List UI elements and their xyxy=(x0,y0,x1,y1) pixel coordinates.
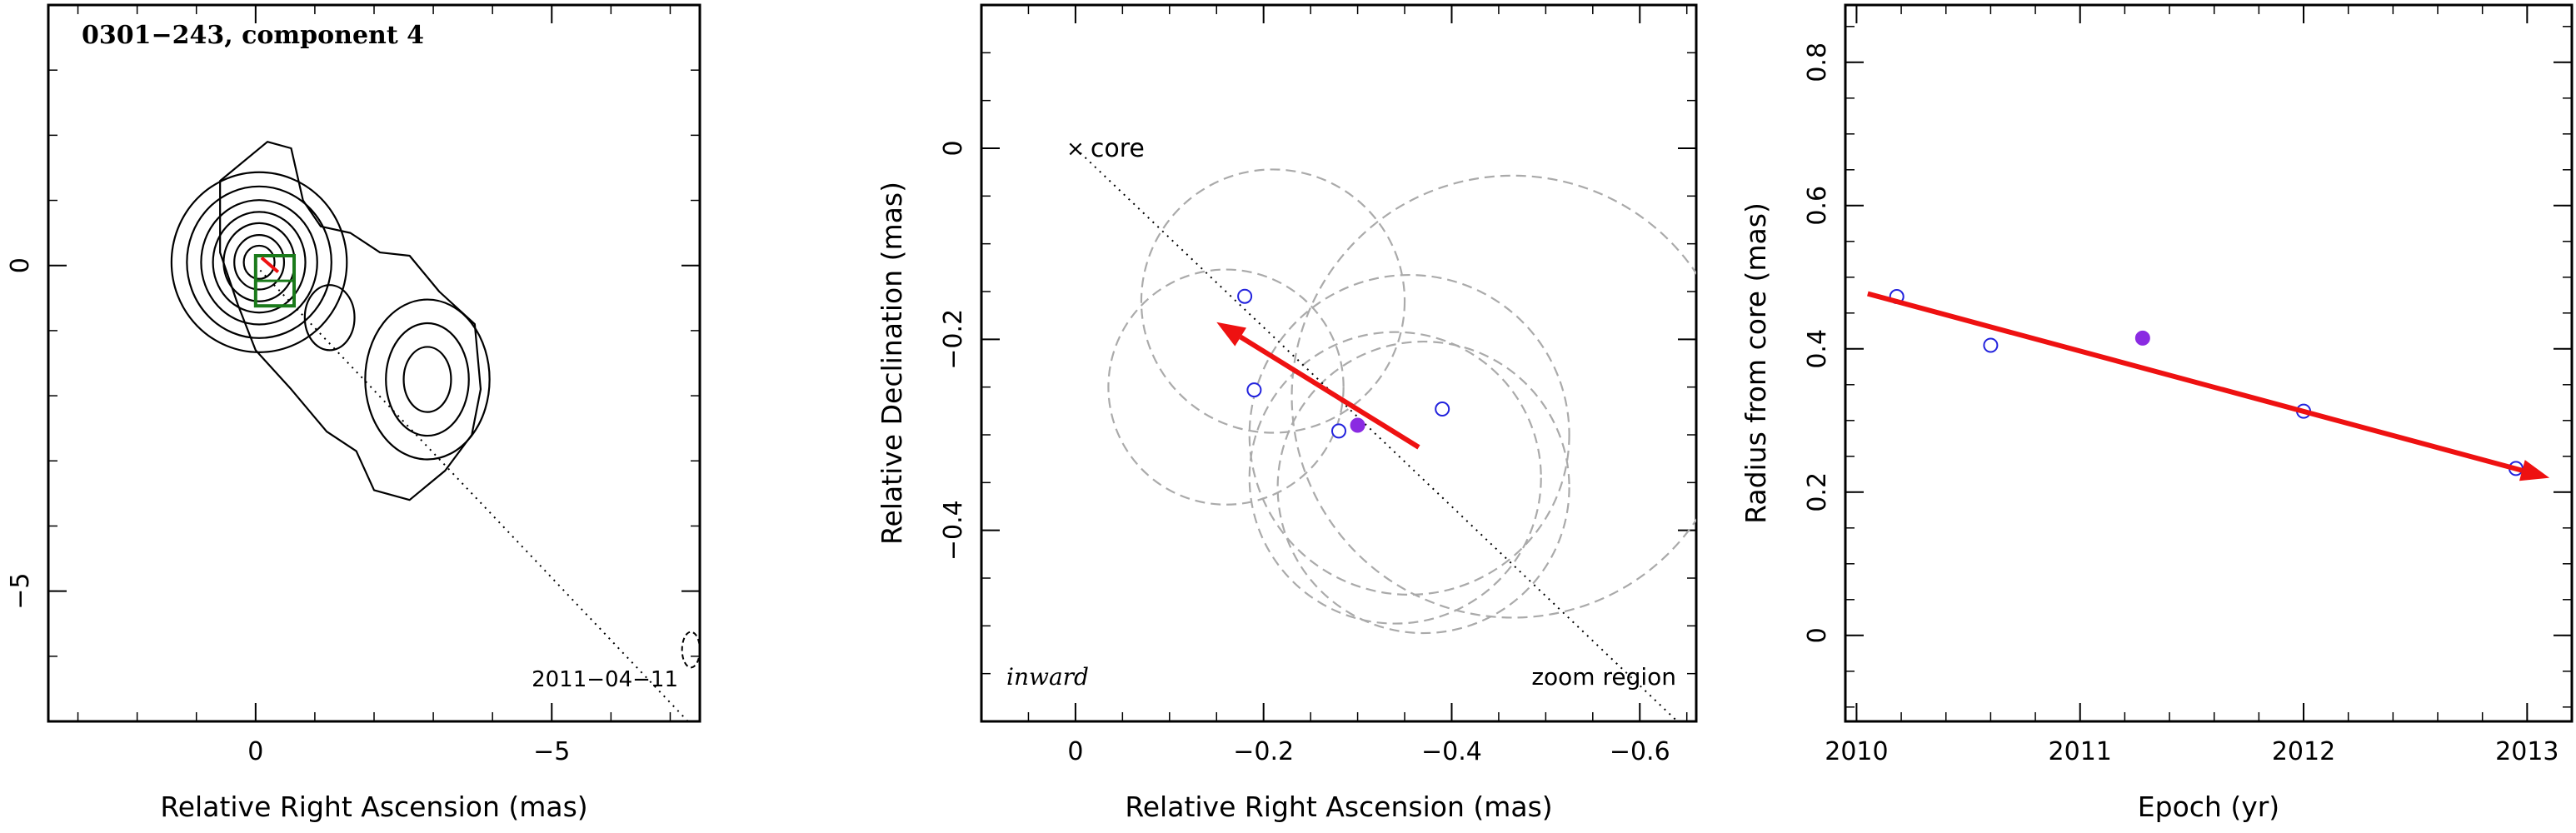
x-tick-label: 2012 xyxy=(2272,737,2335,766)
y-tick-label: −0.2 xyxy=(939,309,968,370)
motion-arrow xyxy=(1239,335,1420,450)
data-point xyxy=(1237,288,1253,304)
chart-title: 0301−243, component 4 xyxy=(82,21,424,50)
zoom-label: zoom region xyxy=(1531,663,1676,691)
data-point xyxy=(1246,382,1262,398)
x-axis-title: Epoch (yr) xyxy=(2138,791,2279,823)
x-tick-label: 0 xyxy=(247,737,263,766)
data-point xyxy=(1435,402,1450,417)
y-tick-label: 0 xyxy=(6,257,35,273)
jet-axis-line xyxy=(1075,147,1679,721)
data-point xyxy=(1983,337,1999,353)
x-tick-label: 2010 xyxy=(1825,737,1888,766)
contour-knot-2 xyxy=(385,322,470,437)
y-tick-label: 0 xyxy=(939,140,968,156)
y-axis-title: Relative Declination (mas) xyxy=(876,182,908,545)
fit-arrow xyxy=(1867,291,2524,473)
contour-core xyxy=(200,199,318,326)
x-tick-label: 2011 xyxy=(2049,737,2112,766)
beam-ellipse xyxy=(681,631,700,669)
inward-label: inward xyxy=(1006,663,1089,691)
contour-knot-2 xyxy=(364,298,491,461)
y-tick-label: 0.6 xyxy=(1803,186,1832,226)
y-tick-label: 0.4 xyxy=(1803,329,1832,369)
jet-axis-line xyxy=(255,265,689,721)
contour-outer xyxy=(219,141,482,501)
fit-arrow-head xyxy=(2519,460,2550,481)
y-tick-label: 0 xyxy=(1803,627,1832,643)
uncertainty-circle xyxy=(1290,174,1696,619)
uncertainty-circle xyxy=(1248,331,1542,625)
y-tick-label: −0.4 xyxy=(939,500,968,561)
plot-area: × core xyxy=(1066,134,1696,721)
epoch-label: 2011−04−11 xyxy=(532,667,678,692)
x-tick-label: 0 xyxy=(1067,737,1083,766)
x-tick-label: −5 xyxy=(533,737,570,766)
x-axis-title: Relative Right Ascension (mas) xyxy=(160,791,587,823)
contour-core xyxy=(186,185,332,339)
x-tick-label: −0.6 xyxy=(1610,737,1670,766)
contour-core xyxy=(212,211,307,314)
data-point xyxy=(1331,423,1346,439)
plot-frame xyxy=(1844,3,2574,723)
contour-knot-1 xyxy=(303,284,356,352)
panel-2: 0 −0.2 −0.4 −0.6 0 −0.2 −0.4 Relative Right Asc… xyxy=(876,3,1698,823)
data-point-filled xyxy=(2134,330,2150,346)
x-tick-label: 2013 xyxy=(2495,737,2559,766)
y-axis-title: Radius from core (mas) xyxy=(1740,202,1772,524)
core-marker: × xyxy=(1066,137,1085,162)
motion-arrow-mini xyxy=(260,256,280,274)
y-tick-label: 0.8 xyxy=(1803,42,1832,82)
contour-core xyxy=(233,234,286,291)
contour-knot-2 xyxy=(402,346,452,413)
panel-3: 2010 2011 2012 2013 0 0.2 0.4 0.6 0.8 Epoch (yr) R… xyxy=(1740,3,2574,823)
uncertainty-circle xyxy=(1140,168,1406,434)
plot-frame xyxy=(980,3,1698,723)
y-tick-label: −5 xyxy=(6,573,35,610)
plot-frame xyxy=(47,3,701,723)
y-tick-label: 0.2 xyxy=(1803,472,1832,512)
contour-core xyxy=(170,171,348,353)
motion-arrow-head xyxy=(1216,322,1246,347)
plot-area xyxy=(1867,289,2550,481)
x-axis-title: Relative Right Ascension (mas) xyxy=(1125,791,1552,823)
contour-core xyxy=(242,244,276,280)
uncertainty-circle xyxy=(1107,268,1345,506)
uncertainty-circle xyxy=(1248,273,1570,596)
uncertainty-circle xyxy=(1276,340,1570,635)
core-label: core xyxy=(1091,134,1145,163)
plot-area xyxy=(170,141,700,721)
data-point-filled xyxy=(1350,417,1365,433)
x-tick-label: −0.2 xyxy=(1233,737,1294,766)
x-tick-label: −0.4 xyxy=(1421,737,1482,766)
